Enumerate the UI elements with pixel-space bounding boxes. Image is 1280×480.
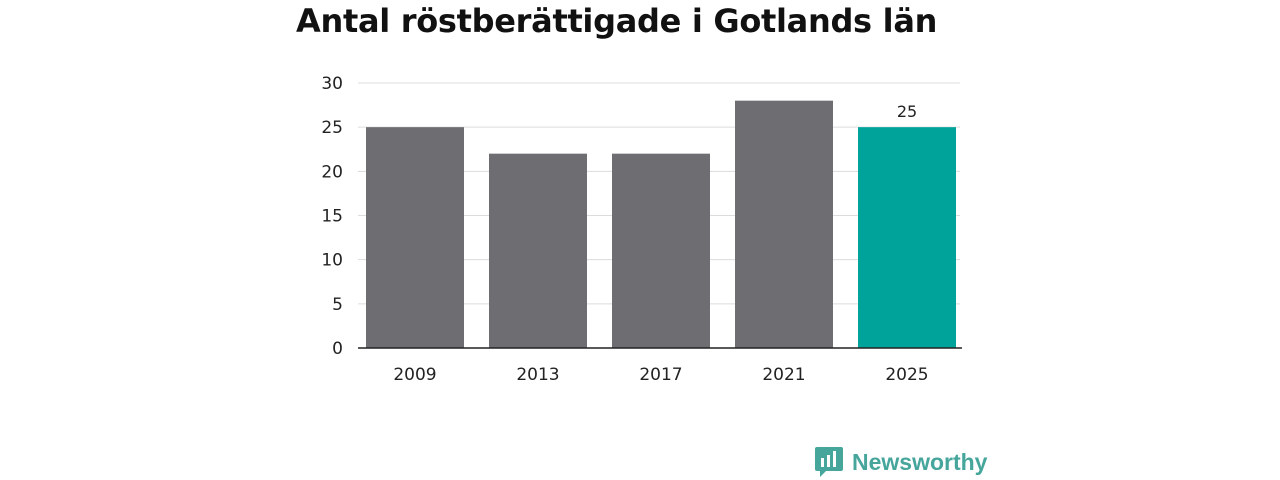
bars — [366, 100, 956, 349]
y-tick-label: 0 — [332, 339, 343, 359]
x-tick-label: 2017 — [639, 365, 682, 385]
x-tick-label: 2013 — [516, 365, 559, 385]
newsworthy-logo-icon — [815, 447, 843, 477]
y-tick-label: 25 — [321, 118, 343, 138]
brand-name: Newsworthy — [852, 448, 988, 475]
brand-logo: Newsworthy — [814, 446, 987, 478]
bar-2013 — [489, 153, 587, 348]
x-axis: 2009 2013 2017 2021 2025 — [358, 347, 962, 385]
y-tick-label: 20 — [321, 162, 343, 182]
bar-2009 — [366, 127, 464, 349]
data-label: 25 — [897, 102, 917, 121]
y-axis: 0 5 10 15 20 25 30 — [321, 74, 343, 359]
data-labels: 25 — [897, 102, 917, 121]
y-tick-label: 10 — [321, 251, 343, 271]
y-tick-label: 30 — [321, 74, 343, 94]
bar-2017 — [612, 153, 710, 348]
chart-title: Antal röstberättigade i Gotlands län — [296, 2, 938, 40]
y-tick-label: 15 — [321, 207, 343, 227]
x-tick-label: 2009 — [393, 365, 436, 385]
y-tick-label: 5 — [332, 295, 343, 315]
bar-2021 — [735, 100, 833, 349]
x-tick-label: 2021 — [762, 365, 805, 385]
x-tick-label: 2025 — [885, 365, 928, 385]
bar-2025 — [858, 127, 956, 349]
